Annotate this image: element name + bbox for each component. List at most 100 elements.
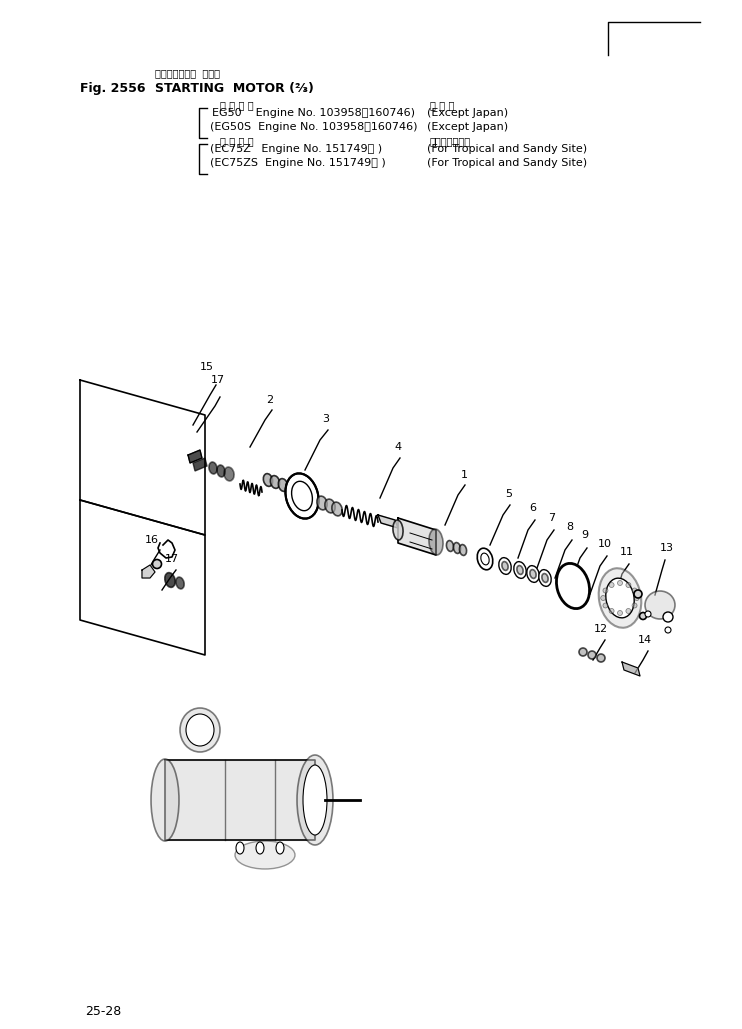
- Polygon shape: [80, 380, 205, 535]
- Text: (For Tropical and Sandy Site): (For Tropical and Sandy Site): [427, 144, 587, 154]
- Text: 17: 17: [165, 554, 179, 564]
- Ellipse shape: [325, 499, 335, 512]
- Ellipse shape: [605, 578, 634, 617]
- Ellipse shape: [513, 562, 526, 578]
- Ellipse shape: [632, 588, 637, 593]
- Ellipse shape: [429, 529, 443, 555]
- Ellipse shape: [645, 591, 675, 619]
- Text: 9: 9: [582, 530, 588, 540]
- Polygon shape: [398, 518, 436, 555]
- Ellipse shape: [481, 554, 489, 565]
- Polygon shape: [142, 565, 155, 578]
- Ellipse shape: [599, 568, 641, 628]
- Ellipse shape: [665, 627, 671, 633]
- Ellipse shape: [153, 560, 162, 568]
- Text: 14: 14: [638, 635, 652, 645]
- Text: Fig. 2556: Fig. 2556: [80, 82, 145, 95]
- Ellipse shape: [180, 708, 220, 752]
- Ellipse shape: [186, 714, 214, 746]
- Text: 17: 17: [211, 375, 225, 385]
- Ellipse shape: [617, 580, 623, 586]
- Ellipse shape: [588, 651, 596, 659]
- Ellipse shape: [332, 502, 342, 516]
- Text: 12: 12: [594, 624, 608, 634]
- Text: (EC75ZS  Engine No. 151749～ ): (EC75ZS Engine No. 151749～ ): [210, 158, 386, 168]
- Ellipse shape: [393, 520, 403, 540]
- Ellipse shape: [256, 842, 264, 854]
- Ellipse shape: [609, 608, 614, 613]
- Ellipse shape: [601, 596, 605, 601]
- Ellipse shape: [477, 548, 493, 570]
- Polygon shape: [622, 662, 640, 676]
- Ellipse shape: [597, 654, 605, 662]
- Ellipse shape: [609, 582, 614, 588]
- Text: 10: 10: [598, 539, 612, 549]
- Ellipse shape: [459, 544, 467, 556]
- Text: 熱帯砂漠地仕様: 熱帯砂漠地仕様: [430, 136, 471, 146]
- Ellipse shape: [539, 570, 551, 587]
- Ellipse shape: [235, 841, 295, 870]
- Ellipse shape: [297, 755, 333, 845]
- Polygon shape: [165, 760, 315, 840]
- Text: スターティング  モータ: スターティング モータ: [155, 68, 220, 78]
- Ellipse shape: [270, 475, 280, 489]
- Polygon shape: [80, 500, 205, 655]
- Ellipse shape: [579, 648, 587, 657]
- Text: 7: 7: [548, 513, 556, 523]
- Ellipse shape: [447, 540, 453, 552]
- Ellipse shape: [209, 462, 217, 474]
- Text: 16: 16: [145, 535, 159, 545]
- Ellipse shape: [626, 582, 631, 588]
- Text: 6: 6: [530, 503, 536, 513]
- Ellipse shape: [517, 566, 523, 574]
- Ellipse shape: [527, 566, 539, 582]
- Ellipse shape: [663, 612, 673, 622]
- Text: 1: 1: [461, 470, 467, 480]
- Text: 25-28: 25-28: [85, 1005, 121, 1018]
- Ellipse shape: [453, 542, 461, 554]
- Ellipse shape: [640, 612, 646, 619]
- Text: 8: 8: [566, 522, 574, 532]
- Ellipse shape: [317, 496, 327, 510]
- Ellipse shape: [634, 596, 640, 601]
- Polygon shape: [188, 450, 202, 463]
- Text: 5: 5: [505, 489, 513, 499]
- Ellipse shape: [556, 564, 590, 608]
- Text: (Except Japan): (Except Japan): [427, 122, 508, 132]
- Text: EG50    Engine No. 103958～160746): EG50 Engine No. 103958～160746): [212, 108, 415, 118]
- Text: 15: 15: [200, 362, 214, 372]
- Text: 3: 3: [323, 414, 329, 424]
- Text: 4: 4: [395, 442, 401, 452]
- Ellipse shape: [165, 573, 175, 588]
- Text: (Except Japan): (Except Japan): [427, 108, 508, 118]
- Ellipse shape: [626, 608, 631, 613]
- Ellipse shape: [303, 765, 327, 835]
- Ellipse shape: [530, 570, 536, 578]
- Text: 13: 13: [660, 543, 674, 553]
- Ellipse shape: [151, 759, 179, 841]
- Ellipse shape: [632, 603, 637, 608]
- Text: (For Tropical and Sandy Site): (For Tropical and Sandy Site): [427, 158, 587, 168]
- Ellipse shape: [276, 842, 284, 854]
- Ellipse shape: [236, 842, 244, 854]
- Ellipse shape: [263, 473, 272, 487]
- Text: 海 外 向: 海 外 向: [430, 100, 454, 110]
- Polygon shape: [193, 458, 207, 471]
- Ellipse shape: [542, 573, 548, 582]
- Text: (EC75Z   Engine No. 151749～ ): (EC75Z Engine No. 151749～ ): [210, 144, 382, 154]
- Text: 適 用 号 機: 適 用 号 機: [220, 100, 254, 110]
- Ellipse shape: [224, 467, 234, 481]
- Ellipse shape: [499, 558, 511, 574]
- Polygon shape: [378, 514, 398, 528]
- Text: STARTING  MOTOR (⅔): STARTING MOTOR (⅔): [155, 82, 314, 95]
- Text: 適 用 号 機: 適 用 号 機: [220, 136, 254, 146]
- Ellipse shape: [645, 611, 651, 617]
- Ellipse shape: [502, 562, 508, 570]
- Ellipse shape: [634, 590, 642, 598]
- Text: 11: 11: [620, 547, 634, 557]
- Text: 2: 2: [266, 395, 274, 405]
- Ellipse shape: [217, 465, 225, 477]
- Ellipse shape: [286, 473, 318, 519]
- Ellipse shape: [617, 610, 623, 615]
- Ellipse shape: [292, 482, 312, 510]
